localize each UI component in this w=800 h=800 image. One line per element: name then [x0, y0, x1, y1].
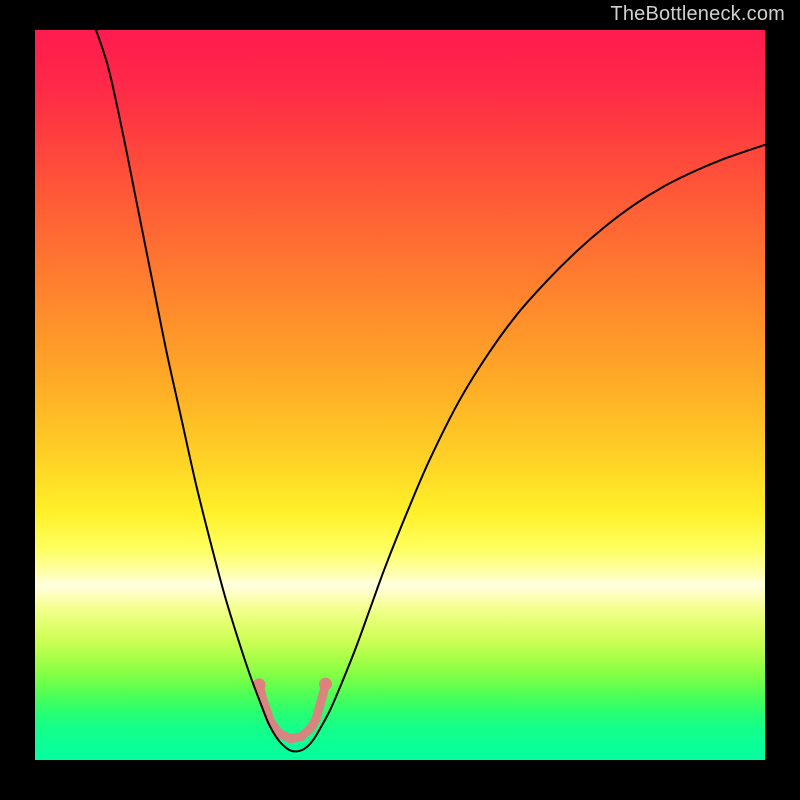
chart-frame: TheBottleneck.com: [0, 0, 800, 800]
overlay-cap-1: [319, 678, 332, 691]
curve-svg: [35, 30, 765, 760]
overlay-shape: [259, 684, 325, 739]
watermark-text: TheBottleneck.com: [610, 3, 785, 26]
plot-area: [35, 30, 765, 760]
bottleneck-curve: [93, 30, 765, 751]
